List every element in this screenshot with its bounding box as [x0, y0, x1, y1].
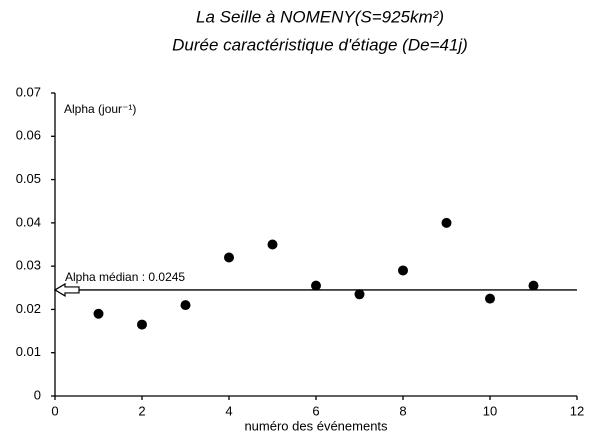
- x-tick-label: 10: [483, 403, 497, 418]
- chart-subtitle: Durée caractéristique d'étiage (De=41j): [172, 35, 468, 54]
- x-tick-label: 0: [51, 403, 58, 418]
- point: [441, 217, 452, 228]
- y-tick-label: 0.03: [16, 258, 41, 273]
- y-axis-label: Alpha (jour⁻¹): [64, 102, 136, 116]
- x-tick-label: 6: [312, 403, 319, 418]
- point: [398, 265, 408, 276]
- y-tick-label: 0.02: [16, 301, 41, 316]
- x-tick-label: 12: [570, 403, 584, 418]
- y-tick-label: 0.01: [16, 344, 41, 359]
- point: [528, 280, 539, 291]
- median-label: Alpha médian : 0.0245: [65, 270, 185, 284]
- point: [93, 308, 104, 319]
- y-tick-label: 0.07: [16, 84, 41, 99]
- point: [485, 293, 495, 304]
- point: [311, 280, 321, 291]
- chart-title: La Seille à NOMENY(S=925km²): [196, 7, 444, 26]
- median-arrow: [53, 282, 80, 298]
- point: [224, 252, 234, 263]
- point: [354, 289, 365, 300]
- point: [137, 319, 147, 330]
- x-tick-label: 2: [138, 403, 145, 418]
- point: [180, 300, 191, 311]
- point: [267, 239, 278, 250]
- x-axis-label: numéro des événements: [244, 418, 388, 433]
- x-tick-label: 8: [399, 403, 406, 418]
- y-tick-label: 0: [34, 387, 41, 402]
- y-tick-label: 0.05: [16, 171, 41, 186]
- y-tick-label: 0.06: [16, 128, 41, 143]
- x-tick-label: 4: [225, 403, 232, 418]
- y-tick-label: 0.04: [16, 214, 41, 229]
